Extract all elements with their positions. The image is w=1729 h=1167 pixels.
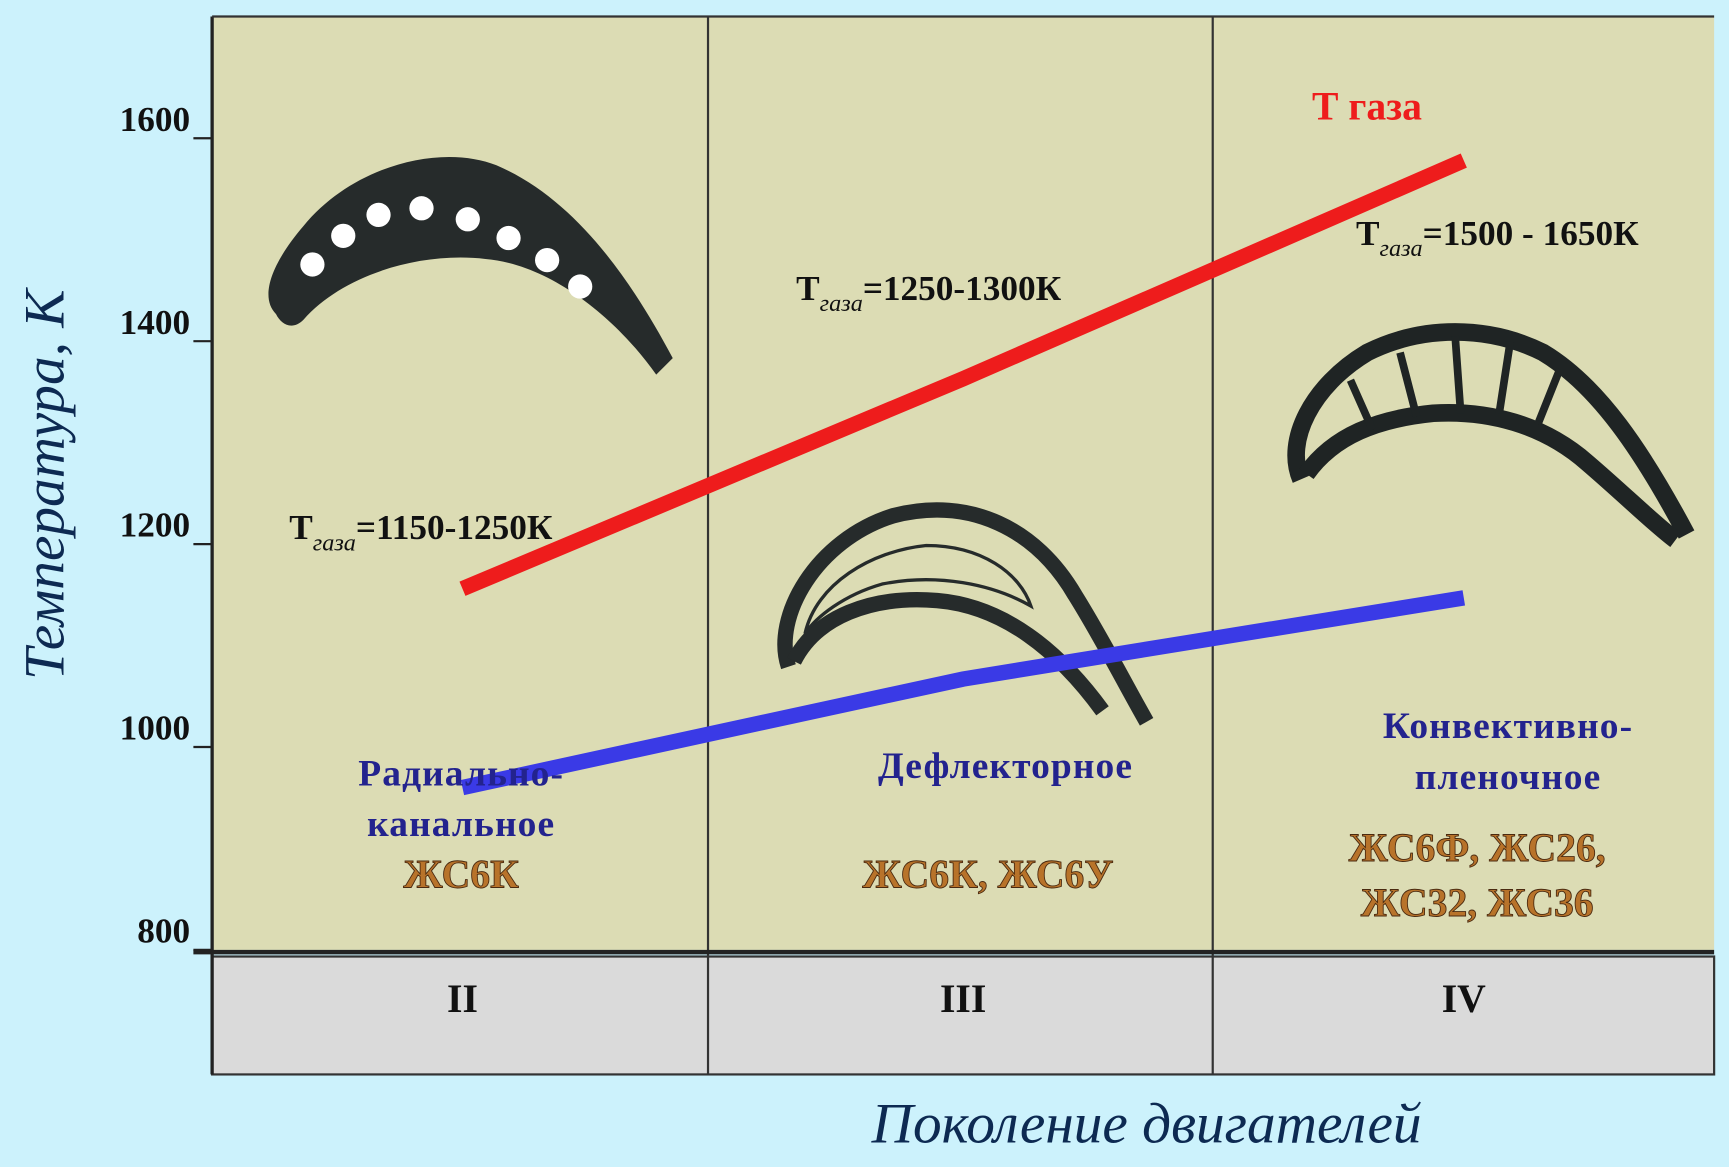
annotation-main: T xyxy=(289,508,313,547)
y-tick-label: 1000 xyxy=(120,709,190,748)
annotation-sub: газа xyxy=(313,529,356,556)
cooling-type: канальное xyxy=(367,804,555,845)
annotation-rest: =1500 - 1650К xyxy=(1423,214,1639,253)
cooling-type: Дефлекторное xyxy=(878,746,1133,787)
x-tick-label: III xyxy=(940,977,986,1021)
y-tick-label: 1400 xyxy=(120,303,190,342)
alloy-label: ЖС6К xyxy=(403,852,519,896)
x-tick-label: II xyxy=(447,977,478,1021)
x-tick-label: IV xyxy=(1442,977,1486,1021)
cooling-type: пленочное xyxy=(1415,757,1602,798)
annotation-sub: газа xyxy=(1380,235,1423,262)
series-label: Т газа xyxy=(1312,84,1422,128)
annotation-sub: газа xyxy=(820,290,863,317)
x-axis-label: Поколение двигателей xyxy=(871,1093,1422,1156)
alloy-label: ЖС6К, ЖС6У xyxy=(862,852,1113,896)
alloy-label: ЖС6Ф, ЖС26, xyxy=(1349,826,1606,870)
alloy-label: ЖС32, ЖС36 xyxy=(1361,881,1594,925)
cooling-type: Конвективно- xyxy=(1383,706,1633,747)
y-tick-label: 1200 xyxy=(120,506,190,545)
cooling-type: Радиально- xyxy=(358,753,564,794)
annotation-main: T xyxy=(796,269,820,308)
y-tick-label: 800 xyxy=(137,912,190,951)
page: 8001000120014001600IIIIIIVТемпература, К… xyxy=(0,0,1729,1167)
y-axis-label: Температура, К xyxy=(13,287,76,680)
annotation-rest: =1250-1300К xyxy=(863,269,1062,308)
annotation-main: T xyxy=(1356,214,1380,253)
annotation-rest: =1150-1250К xyxy=(356,508,553,547)
chart: 8001000120014001600IIIIIIVТемпература, К… xyxy=(0,0,1729,1167)
y-tick-label: 1600 xyxy=(120,100,190,139)
